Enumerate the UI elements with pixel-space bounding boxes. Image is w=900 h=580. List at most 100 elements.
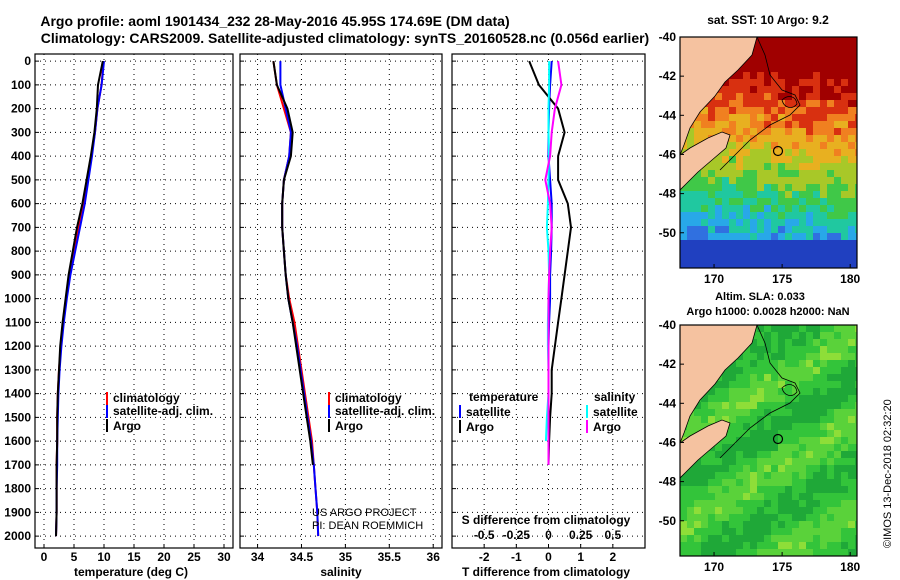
sst-cell — [743, 79, 751, 87]
sst-cell — [736, 226, 744, 234]
temperature-series-argo — [55, 60, 104, 537]
sla-ytick-label-3: -46 — [659, 435, 677, 449]
sla-cell — [743, 346, 751, 354]
sla-cell — [799, 360, 807, 368]
sla-cell — [806, 402, 814, 410]
sst-map-frame — [679, 36, 858, 269]
sst-cell — [813, 121, 821, 129]
sla-cell — [813, 556, 820, 563]
sst-cell — [848, 79, 856, 87]
sla-cell — [806, 514, 814, 522]
sst-cell — [701, 121, 709, 129]
sla-cell — [820, 395, 828, 403]
sla-cell — [813, 381, 821, 389]
sst-cell — [855, 72, 857, 80]
sst-cell — [855, 198, 857, 206]
sst-cell — [694, 135, 702, 143]
sst-cell — [771, 254, 779, 262]
sla-cell — [729, 514, 737, 522]
sla-map-title-1: Altim. SLA: 0.033 — [715, 291, 805, 303]
sla-cell — [785, 360, 793, 368]
sst-cell — [715, 247, 723, 255]
salinity-xtick-label-1: 34.5 — [290, 550, 314, 564]
sla-cell — [834, 549, 842, 556]
sst-cell — [771, 261, 779, 268]
sla-cell — [729, 507, 737, 515]
sla-cell — [778, 479, 786, 487]
sla-cell — [729, 493, 737, 501]
sla-cell — [820, 367, 828, 375]
sst-cell — [799, 170, 807, 178]
sst-cell — [722, 226, 730, 234]
sla-cell — [813, 444, 821, 452]
sst-cell — [701, 177, 709, 185]
sst-cell — [855, 37, 857, 45]
sst-cell — [757, 65, 765, 73]
sst-cell — [813, 198, 821, 206]
sla-cell — [834, 381, 842, 389]
sst-cell — [813, 184, 821, 192]
sla-cell — [736, 472, 744, 480]
sla-cell — [778, 353, 786, 361]
sla-cell — [771, 367, 779, 375]
sla-cell — [855, 507, 857, 515]
sla-cell — [785, 353, 793, 361]
sst-cell — [855, 58, 857, 66]
sla-cell — [792, 500, 800, 508]
sst-cell — [729, 247, 737, 255]
sst-cell — [743, 177, 751, 185]
sla-cell — [834, 353, 842, 361]
sst-cell — [834, 44, 842, 52]
sst-cell — [750, 72, 758, 80]
sla-cell — [750, 381, 758, 389]
sst-cell — [764, 93, 772, 101]
sst-cell — [729, 268, 736, 275]
sla-cell — [841, 521, 849, 529]
sla-cell — [848, 346, 856, 354]
sst-cell — [855, 114, 857, 122]
sst-cell — [820, 142, 828, 150]
sst-cell — [701, 184, 709, 192]
sst-cell — [701, 170, 709, 178]
sla-cell — [806, 507, 814, 515]
sla-cell — [841, 514, 849, 522]
sst-cell — [722, 233, 730, 241]
sla-cell — [722, 521, 730, 529]
sst-cell — [806, 240, 814, 248]
sst-cell — [827, 44, 835, 52]
sst-cell — [855, 184, 857, 192]
sst-cell — [834, 135, 842, 143]
sla-cell — [792, 416, 800, 424]
sla-cell — [827, 521, 835, 529]
sst-cell — [827, 128, 835, 136]
sst-cell — [701, 254, 709, 262]
sst-cell — [834, 170, 842, 178]
sst-cell — [799, 247, 807, 255]
sla-cell — [736, 528, 744, 536]
sla-cell — [764, 395, 772, 403]
sst-cell — [764, 51, 772, 59]
sla-cell — [799, 521, 807, 529]
pressure-tick-label-12: 1200 — [4, 339, 31, 353]
sla-cell — [708, 493, 716, 501]
sst-cell — [743, 163, 751, 171]
sst-cell — [834, 51, 842, 59]
sla-cell — [799, 500, 807, 508]
sst-cell — [687, 212, 695, 220]
sst-cell — [820, 240, 828, 248]
sla-cell — [743, 500, 751, 508]
sla-cell — [743, 437, 751, 445]
sst-land-north — [680, 37, 758, 156]
sst-cell — [687, 177, 695, 185]
difference-xtick2-label-1: -0.25 — [503, 528, 531, 542]
sst-cell — [757, 86, 765, 94]
sla-cell — [764, 346, 772, 354]
sst-cell — [764, 205, 772, 213]
difference-tick-labels: -2 -1 0 1 2-0.5 -0.25 0 0.25 0.5 — [474, 528, 622, 564]
temperature-xtick-label-2: 10 — [97, 550, 111, 564]
difference-xtick-label-3: 1 — [577, 550, 584, 564]
sst-cell — [820, 37, 828, 45]
sla-cell — [764, 486, 772, 494]
sla-cell — [750, 451, 758, 459]
